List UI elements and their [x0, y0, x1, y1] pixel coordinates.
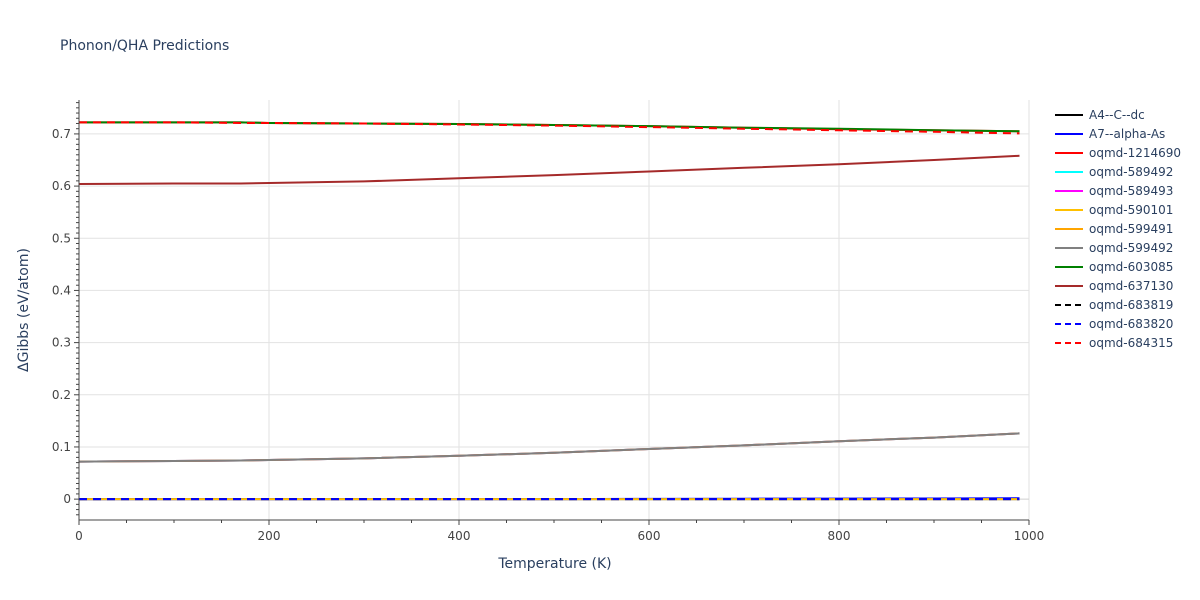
y-tick-label: 0: [63, 492, 71, 506]
axes: 0 200 400 600 800 1000 0 0.1 0.2 0.3 0.4 0.5 0.6 0.7: [52, 100, 1044, 543]
series-line-oqmd-599492: [78, 432, 1020, 463]
x-tick-label: 1000: [1014, 529, 1045, 543]
legend-label: oqmd-683819: [1089, 298, 1173, 312]
x-axis-title: Temperature (K): [497, 556, 611, 572]
series-line-oqmd-684315: [79, 121, 1020, 135]
legend-label: oqmd-599491: [1089, 222, 1173, 236]
series-line-oqmd-589492: [78, 432, 1020, 463]
legend-label: oqmd-1214690: [1089, 146, 1181, 160]
y-tick-label: 0.7: [52, 127, 71, 141]
legend-label: oqmd-603085: [1089, 260, 1173, 274]
series-line-oqmd-637130: [78, 154, 1020, 185]
legend-label: oqmd-683820: [1089, 317, 1173, 331]
y-tick-label: 0.1: [52, 440, 71, 454]
y-tick-label: 0.4: [52, 283, 71, 297]
legend-label: oqmd-684315: [1089, 336, 1173, 350]
x-tick-label: 800: [828, 529, 851, 543]
y-tick-label: 0.5: [52, 231, 71, 245]
series-group: [78, 121, 1020, 501]
legend-label: oqmd-589492: [1089, 165, 1173, 179]
legend: A4--C--dc A7--alpha-As oqmd-1214690 oqmd-58…: [1055, 108, 1181, 350]
x-tick-label: 400: [448, 529, 471, 543]
series-line-oqmd-589493: [78, 432, 1020, 463]
x-tick-label: 600: [638, 529, 661, 543]
legend-label: A7--alpha-As: [1089, 127, 1165, 141]
legend-label: oqmd-637130: [1089, 279, 1173, 293]
y-tick-label: 0.6: [52, 179, 71, 193]
series-line-oqmd-599491: [78, 432, 1020, 463]
legend-label: oqmd-589493: [1089, 184, 1173, 198]
legend-label: A4--C--dc: [1089, 108, 1145, 122]
legend-label: oqmd-590101: [1089, 203, 1173, 217]
legend-label: oqmd-599492: [1089, 241, 1173, 255]
y-tick-label: 0.3: [52, 336, 71, 350]
chart-title: Phonon/QHA Predictions: [60, 38, 229, 54]
y-axis-title: ΔGibbs (eV/atom): [16, 248, 32, 372]
x-tick-label: 200: [258, 529, 281, 543]
y-tick-label: 0.2: [52, 388, 71, 402]
x-tick-label: 0: [75, 529, 83, 543]
